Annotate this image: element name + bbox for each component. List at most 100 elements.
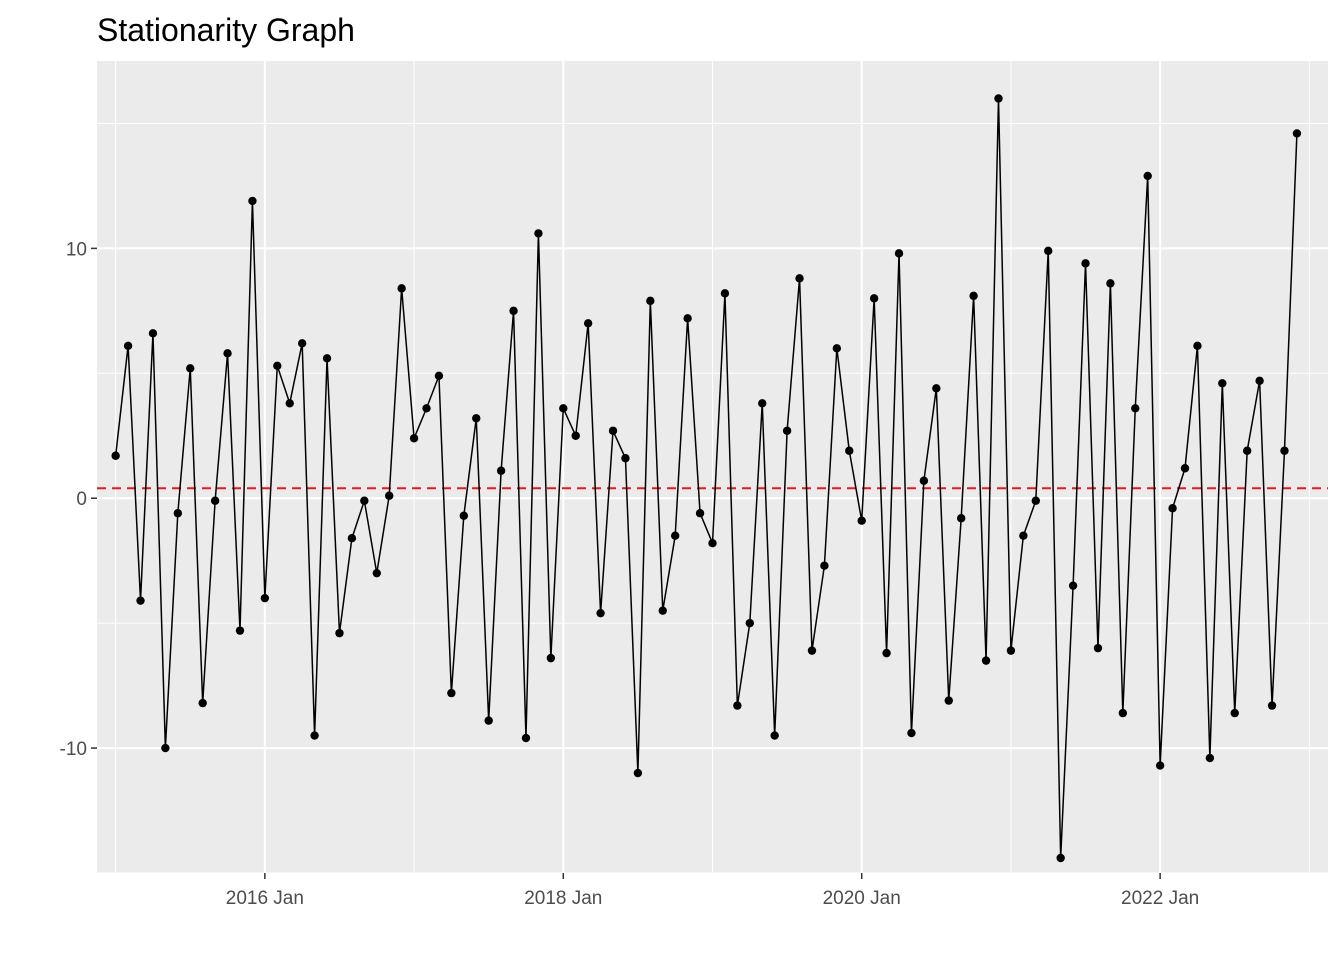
data-point bbox=[1218, 379, 1227, 388]
data-point bbox=[1143, 171, 1152, 181]
data-point bbox=[198, 698, 207, 708]
data-point bbox=[472, 414, 481, 423]
data-point bbox=[633, 768, 643, 778]
data-point bbox=[1267, 701, 1277, 710]
data-point bbox=[907, 728, 916, 738]
data-point bbox=[1155, 761, 1165, 770]
data-point bbox=[1242, 446, 1252, 455]
data-point bbox=[1255, 376, 1264, 386]
data-point bbox=[235, 626, 245, 635]
data-point bbox=[919, 476, 929, 485]
data-point bbox=[136, 596, 145, 605]
major-gridlines bbox=[97, 61, 1328, 873]
data-point bbox=[173, 509, 183, 518]
data-point bbox=[546, 653, 556, 663]
data-point bbox=[397, 284, 406, 293]
data-point bbox=[248, 196, 257, 206]
data-point bbox=[583, 319, 593, 328]
data-point bbox=[1280, 446, 1289, 455]
data-point bbox=[882, 648, 891, 658]
data-point bbox=[608, 426, 618, 435]
minor-gridlines bbox=[97, 61, 1328, 874]
data-point bbox=[869, 294, 879, 303]
data-point bbox=[335, 628, 344, 638]
data-point bbox=[596, 608, 605, 618]
data-point bbox=[956, 514, 966, 523]
data-point bbox=[509, 306, 518, 316]
data-point bbox=[621, 454, 630, 463]
data-point bbox=[297, 339, 307, 348]
data-point bbox=[347, 534, 357, 543]
data-point bbox=[1031, 496, 1040, 505]
data-point bbox=[832, 344, 842, 353]
data-point bbox=[1068, 581, 1078, 590]
data-point bbox=[1044, 246, 1053, 256]
y-axis: -10 0 10 bbox=[60, 239, 97, 760]
data-point bbox=[683, 314, 692, 323]
data-point bbox=[994, 94, 1003, 103]
data-point bbox=[422, 404, 431, 413]
data-point bbox=[111, 451, 120, 460]
data-point bbox=[845, 446, 854, 455]
chart-title: Stationarity Graph bbox=[97, 12, 355, 48]
data-point bbox=[944, 696, 953, 705]
data-point bbox=[521, 733, 531, 743]
series-points-group bbox=[111, 94, 1302, 863]
data-point bbox=[385, 491, 394, 500]
data-point bbox=[534, 229, 543, 238]
data-point bbox=[1180, 464, 1190, 473]
data-point bbox=[745, 618, 755, 628]
data-point bbox=[372, 568, 381, 578]
data-point bbox=[1081, 259, 1090, 268]
x-axis: 2016 Jan 2018 Jan 2020 Jan 2022 Jan bbox=[226, 873, 1199, 909]
data-point bbox=[459, 511, 469, 520]
data-point bbox=[1168, 504, 1177, 513]
data-point bbox=[322, 354, 332, 363]
data-point bbox=[1230, 708, 1239, 718]
x-tick-label: 2018 Jan bbox=[524, 888, 602, 909]
data-point bbox=[820, 561, 829, 570]
data-point bbox=[857, 516, 866, 525]
data-point bbox=[720, 289, 730, 298]
x-tick-label: 2020 Jan bbox=[823, 888, 901, 909]
data-point bbox=[434, 371, 444, 381]
data-point bbox=[708, 539, 717, 548]
data-point bbox=[210, 496, 220, 505]
series-line bbox=[114, 97, 1298, 859]
x-tick-label: 2016 Jan bbox=[226, 888, 304, 909]
data-point bbox=[807, 646, 817, 655]
y-tick-label: -10 bbox=[60, 739, 87, 760]
y-tick-label: 0 bbox=[76, 489, 87, 510]
data-point bbox=[782, 426, 792, 435]
data-point bbox=[695, 509, 705, 518]
data-point bbox=[770, 731, 779, 740]
data-point bbox=[670, 531, 680, 540]
data-point bbox=[1193, 341, 1202, 351]
data-point bbox=[409, 434, 419, 443]
data-point bbox=[1056, 853, 1065, 863]
data-point bbox=[186, 364, 195, 373]
data-point bbox=[260, 593, 270, 603]
data-point bbox=[223, 349, 232, 358]
data-point bbox=[1093, 643, 1103, 653]
data-point bbox=[360, 496, 369, 505]
data-point bbox=[795, 274, 804, 283]
data-point bbox=[148, 329, 158, 338]
data-point bbox=[1131, 404, 1140, 413]
y-tick-label: 10 bbox=[66, 239, 87, 260]
data-point bbox=[758, 399, 767, 408]
data-point bbox=[447, 688, 456, 698]
data-point bbox=[646, 296, 655, 306]
data-point bbox=[285, 399, 294, 408]
data-point bbox=[1118, 708, 1128, 718]
data-point bbox=[1006, 646, 1016, 655]
data-point bbox=[123, 341, 133, 351]
data-point bbox=[273, 361, 282, 371]
data-point bbox=[559, 404, 568, 413]
data-point bbox=[310, 731, 319, 740]
data-point bbox=[1019, 531, 1028, 540]
data-point bbox=[496, 466, 506, 475]
data-point bbox=[1205, 753, 1215, 763]
data-point bbox=[894, 249, 904, 258]
